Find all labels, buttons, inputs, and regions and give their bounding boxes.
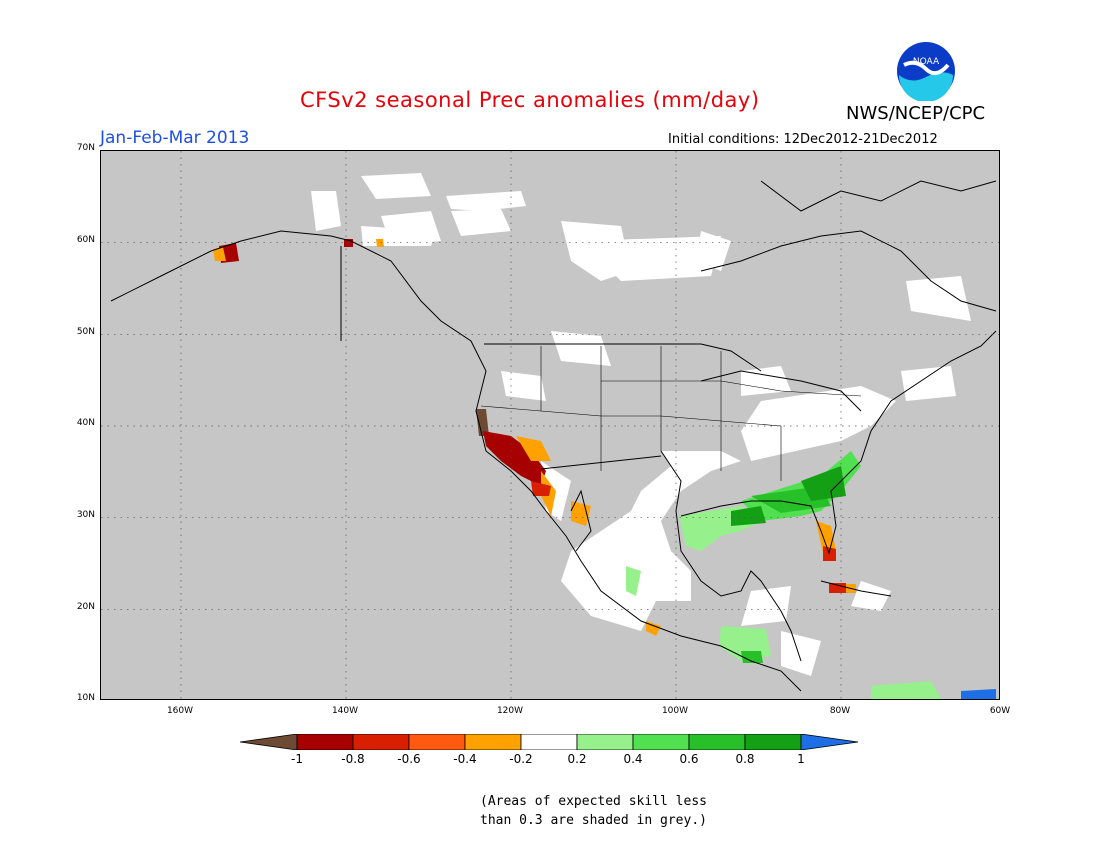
lon-label: 60W <box>989 706 1011 716</box>
initial-conditions-label: Initial conditions: 12Dec2012-21Dec2012 <box>668 132 938 147</box>
colorbar-cell <box>296 734 354 750</box>
footnote-line-2: than 0.3 are shaded in grey.) <box>480 813 707 828</box>
lat-label: 10N <box>76 693 95 703</box>
colorbar-label: 0.2 <box>567 752 587 766</box>
colorbar-cell <box>688 734 746 750</box>
colorbar-cell <box>464 734 522 750</box>
colorbar-cell <box>352 734 410 750</box>
colorbar-cell <box>744 734 802 750</box>
precipitation-anomaly-map <box>100 150 1000 700</box>
lat-label: 50N <box>76 327 95 337</box>
state-borders <box>480 346 862 481</box>
lon-label: 80W <box>829 706 851 716</box>
colorbar-label: -0.8 <box>341 752 365 766</box>
colorbar-arrow-low <box>240 734 298 750</box>
map-canvas <box>101 151 999 699</box>
logo-text: NOAA <box>913 57 940 67</box>
footnote-line-1: (Areas of expected skill less <box>480 794 707 809</box>
wet-anomaly-regions <box>626 451 996 699</box>
colorbar-cell <box>408 734 466 750</box>
lon-label: 160W <box>166 706 194 716</box>
agency-label: NWS/NCEP/CPC <box>846 103 986 124</box>
dry-anomaly-regions <box>213 239 856 636</box>
colorbar <box>240 734 859 750</box>
colorbar-label: 0.6 <box>679 752 699 766</box>
coastlines <box>110 180 997 692</box>
colorbar-label: 1 <box>797 752 805 766</box>
colorbar-label: 0.4 <box>623 752 643 766</box>
colorbar-cell <box>576 734 634 750</box>
colorbar-cell <box>520 734 578 750</box>
lon-label: 120W <box>496 706 524 716</box>
lon-label: 140W <box>331 706 359 716</box>
lat-label: 30N <box>76 510 95 520</box>
lon-label: 100W <box>661 706 689 716</box>
neutral-skill-regions <box>311 173 971 676</box>
lat-label: 70N <box>76 143 95 153</box>
skill-footnote: (Areas of expected skill less than 0.3 a… <box>480 792 707 830</box>
season-label: Jan-Feb-Mar 2013 <box>100 128 250 148</box>
colorbar-label: -0.4 <box>453 752 477 766</box>
colorbar-arrow-high <box>800 734 859 750</box>
colorbar-label: -1 <box>291 752 303 766</box>
colorbar-cell <box>632 734 690 750</box>
lat-label: 40N <box>76 418 95 428</box>
colorbar-label: -0.6 <box>397 752 421 766</box>
colorbar-label: -0.2 <box>509 752 533 766</box>
colorbar-label: 0.8 <box>735 752 755 766</box>
chart-title: CFSv2 seasonal Prec anomalies (mm/day) <box>300 88 760 112</box>
graticule <box>101 151 999 699</box>
noaa-logo: NOAA <box>897 42 955 101</box>
lat-label: 60N <box>76 235 95 245</box>
lat-label: 20N <box>76 602 95 612</box>
